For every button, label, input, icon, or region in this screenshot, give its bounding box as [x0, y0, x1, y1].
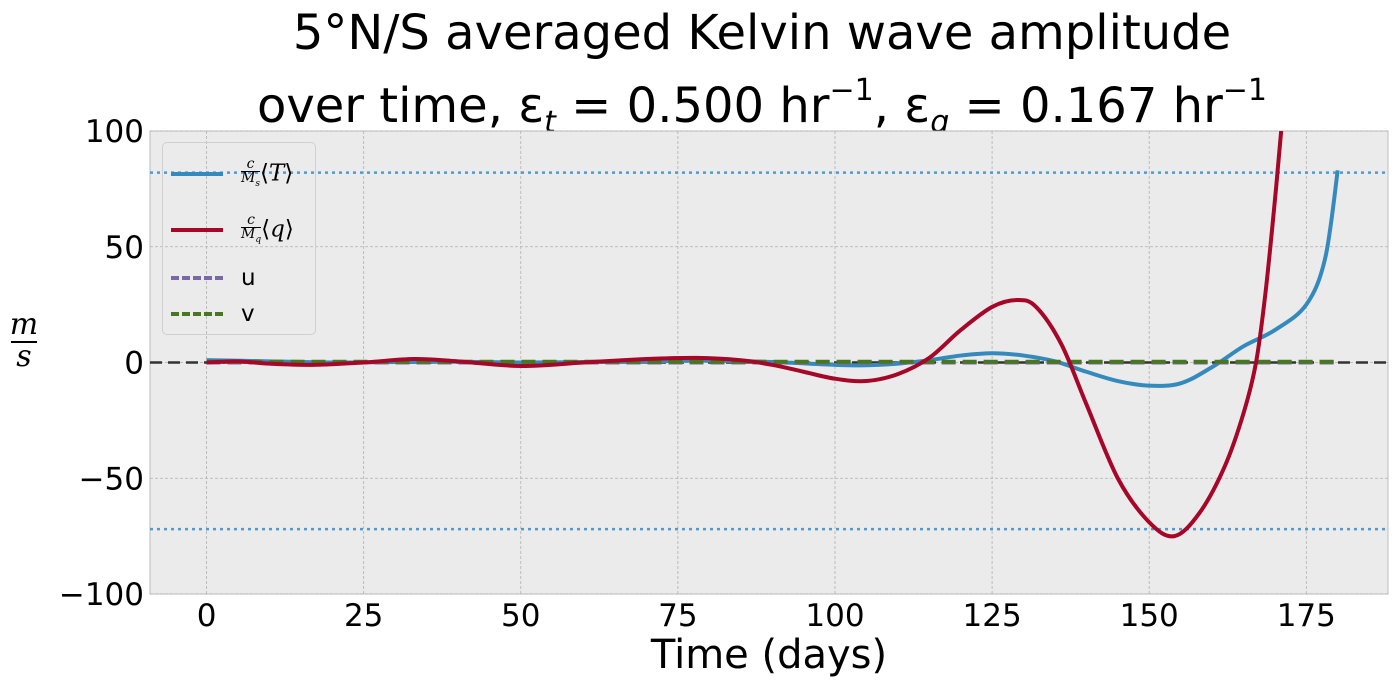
title-line-2: over time, εt = 0.500 hr−1, εq = 0.167 h…	[256, 73, 1268, 140]
y-tick-label: −100	[59, 577, 144, 613]
series-group	[206, 131, 1340, 539]
x-axis-label: Time (days)	[650, 632, 887, 678]
y-axis-ticks: −100 −50 0 50 100	[59, 114, 144, 613]
legend-label-v: v	[241, 301, 255, 327]
legend-label-q: c Mq⟨q⟩	[241, 211, 294, 245]
legend-label-T: c Ms⟨T⟩	[241, 155, 294, 189]
x-tick-label: 0	[197, 598, 217, 634]
x-axis-ticks: 0 25 50 75 100 125 150 175	[197, 598, 1336, 634]
legend-swatch-v	[171, 312, 223, 316]
legend-swatch-u	[171, 276, 223, 280]
y-tick-label: −50	[79, 461, 144, 497]
chart-title: 5°N/S averaged Kelvin wave amplitude ove…	[0, 4, 1399, 152]
x-tick-label: 75	[658, 598, 697, 634]
legend: c Ms⟨T⟩ c Mq⟨q⟩ u v	[162, 142, 316, 335]
x-tick-label: 50	[501, 598, 540, 634]
legend-item-u: u	[171, 263, 256, 293]
x-tick-label: 175	[1277, 598, 1336, 634]
legend-swatch-T	[171, 172, 223, 176]
legend-item-v: v	[171, 299, 255, 329]
y-tick-label: 0	[124, 346, 144, 382]
x-tick-label: 100	[805, 598, 864, 634]
y-tick-label: 50	[105, 230, 144, 266]
series-line-q	[206, 131, 1284, 539]
title-line-1: 5°N/S averaged Kelvin wave amplitude	[292, 5, 1232, 61]
y-axis-label: m s	[10, 307, 38, 374]
legend-item-T: c Ms⟨T⟩	[171, 155, 294, 189]
y-tick-label: 100	[85, 114, 144, 150]
svg-text:m: m	[10, 307, 38, 342]
x-tick-label: 25	[344, 598, 383, 634]
x-tick-label: 125	[963, 598, 1022, 634]
x-tick-label: 150	[1120, 598, 1179, 634]
svg-text:s: s	[16, 339, 31, 374]
legend-label-u: u	[241, 265, 256, 291]
legend-swatch-q	[171, 228, 223, 232]
legend-item-q: c Mq⟨q⟩	[171, 211, 294, 245]
